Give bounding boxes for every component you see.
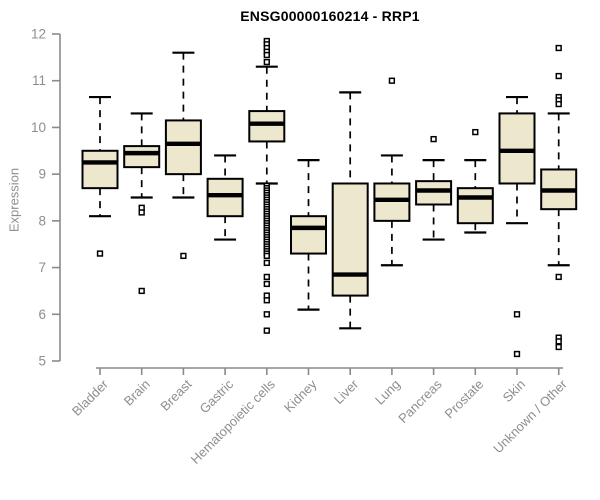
outlier-point xyxy=(555,338,562,345)
iqr-box xyxy=(164,119,202,176)
iqr-box xyxy=(248,110,286,143)
y-axis: 5 6 7 8 9 10 11 12 xyxy=(31,27,61,369)
iqr-box xyxy=(373,182,411,222)
outlier-point xyxy=(263,327,270,334)
iqr-box xyxy=(290,215,327,255)
iqr-box xyxy=(206,177,244,218)
outlier-point xyxy=(263,297,270,304)
y-tick-label-6: 6 xyxy=(38,307,46,322)
outlier-point xyxy=(513,350,521,358)
y-tick-label-10: 10 xyxy=(31,120,46,135)
boxplot-breast xyxy=(164,51,202,260)
outlier-point xyxy=(263,51,270,59)
outlier-point xyxy=(138,209,145,216)
outlier-point xyxy=(138,287,145,295)
x-tick-label-pancreas: Pancreas xyxy=(395,376,445,426)
x-tick-label-kidney: Kidney xyxy=(281,376,320,415)
x-tick-label-liver: Liver xyxy=(331,376,362,407)
chart-title: ENSG00000160214 - RRP1 xyxy=(240,8,420,24)
boxplot-hematopoietic-cells xyxy=(248,37,286,334)
boxplot-kidney xyxy=(290,159,327,311)
outlier-point xyxy=(263,252,270,260)
boxplot-pancreas xyxy=(415,135,453,241)
boxplot-brain xyxy=(123,112,161,295)
iqr-box xyxy=(415,180,453,206)
boxplot-liver xyxy=(331,91,369,330)
y-tick-label-12: 12 xyxy=(31,27,46,42)
outlier-point xyxy=(472,128,479,136)
outlier-point xyxy=(555,273,562,281)
outlier-point xyxy=(513,311,521,318)
y-tick-label-7: 7 xyxy=(38,260,46,275)
outlier-point xyxy=(96,250,104,257)
x-tick-label-breast: Breast xyxy=(157,376,194,413)
outlier-point xyxy=(263,280,270,288)
outlier-point xyxy=(263,311,270,318)
y-tick-label-11: 11 xyxy=(32,73,46,88)
outlier-point xyxy=(263,259,270,267)
boxplot-bladder xyxy=(81,95,119,257)
outlier-point xyxy=(388,77,396,84)
boxplot-skin xyxy=(498,95,536,358)
outlier-point xyxy=(180,252,187,260)
outlier-point xyxy=(263,273,270,281)
y-tick-label-5: 5 xyxy=(38,354,46,369)
outlier-point xyxy=(263,58,270,66)
outlier-point xyxy=(555,343,562,351)
y-tick-label-8: 8 xyxy=(38,213,46,228)
iqr-box xyxy=(81,149,119,190)
outlier-point xyxy=(555,72,562,80)
x-tick-label-gastric: Gastric xyxy=(197,376,237,416)
iqr-box xyxy=(331,182,369,297)
x-tick-label-prostate: Prostate xyxy=(442,377,487,422)
boxplot-prostate xyxy=(456,128,494,234)
x-tick-label-brain: Brain xyxy=(121,377,153,409)
boxplot-lung xyxy=(373,77,411,267)
x-tick-label-unknown-other: Unknown / Other xyxy=(490,376,570,456)
x-tick-label-bladder: Bladder xyxy=(69,376,112,419)
outlier-point xyxy=(430,135,437,143)
iqr-box xyxy=(498,112,536,185)
iqr-box xyxy=(123,145,161,169)
y-tick-label-9: 9 xyxy=(38,167,46,182)
boxplot-gastric xyxy=(206,154,244,241)
boxplot-unknown-other xyxy=(540,44,578,351)
iqr-box xyxy=(456,187,494,225)
outlier-point xyxy=(555,100,562,108)
outlier-point xyxy=(555,44,562,52)
x-tick-label-skin: Skin xyxy=(500,377,528,405)
x-tick-label-lung: Lung xyxy=(372,377,403,408)
